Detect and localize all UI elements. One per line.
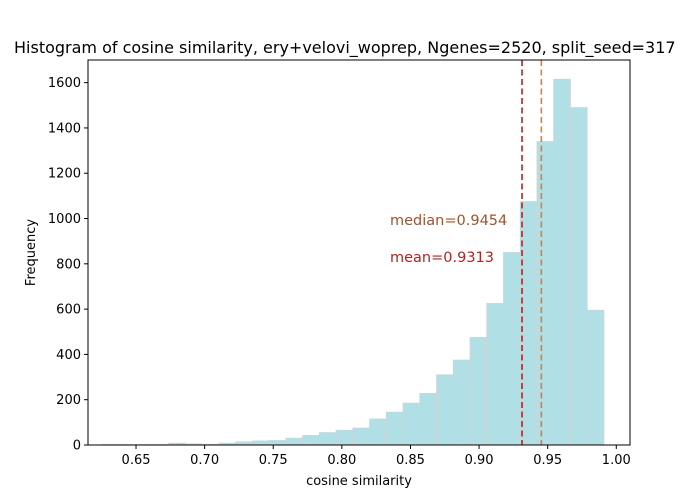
y-tick-label: 1000 (48, 212, 81, 227)
histogram-bar (419, 392, 437, 446)
x-tick-label: 0.75 (259, 453, 288, 468)
bars-group (101, 78, 605, 446)
histogram-bar (302, 435, 320, 446)
plot-frame (87, 59, 631, 446)
y-tick-label: 800 (56, 257, 81, 272)
chart-title: Histogram of cosine similarity, ery+velo… (14, 38, 676, 58)
histogram-bar (436, 374, 454, 446)
y-tick-label: 400 (56, 348, 81, 363)
mean-annotation: mean=0.9313 (390, 250, 494, 266)
histogram-bar (570, 107, 588, 446)
reference-lines (521, 60, 543, 445)
histogram-bar (285, 437, 304, 446)
histogram-bar (469, 337, 488, 446)
x-tick-label: 0.90 (465, 453, 494, 468)
y-tick-label: 200 (56, 393, 81, 408)
y-tick-label: 1600 (48, 76, 81, 91)
x-axis-ticks: 0.65 0.70 0.75 0.80 0.85 0.90 0.95 1.00 (122, 445, 631, 468)
x-tick-label: 1.00 (602, 453, 631, 468)
histogram-bar (486, 303, 504, 446)
x-tick-label: 0.85 (396, 453, 425, 468)
y-axis-label: Frequency (24, 219, 39, 286)
histogram-bar (519, 201, 538, 446)
y-axis-ticks: 0 200 400 600 800 1000 1200 1400 1600 (48, 76, 88, 454)
x-tick-label: 0.70 (190, 453, 219, 468)
histogram-bar (553, 78, 571, 446)
x-axis-label: cosine similarity (306, 474, 412, 489)
histogram-bar (251, 440, 270, 446)
histogram-bar (335, 429, 354, 446)
histogram-bar (268, 440, 287, 446)
median-annotation: median=0.9454 (390, 213, 507, 229)
x-tick-label: 0.95 (533, 453, 562, 468)
histogram-bar (402, 402, 421, 446)
x-tick-label: 0.80 (327, 453, 356, 468)
y-tick-label: 0 (73, 439, 81, 454)
histogram-bar (369, 418, 387, 446)
y-tick-label: 600 (56, 303, 81, 318)
histogram-bar (318, 432, 337, 446)
histogram-bar (385, 411, 404, 446)
histogram-bar (352, 427, 370, 446)
y-tick-label: 1400 (48, 121, 81, 136)
histogram-bar (536, 141, 555, 446)
x-tick-label: 0.65 (122, 453, 151, 468)
histogram-bar (452, 359, 471, 446)
histogram-bar (586, 309, 605, 446)
y-tick-label: 1200 (48, 167, 81, 182)
histogram-bar (503, 252, 521, 446)
